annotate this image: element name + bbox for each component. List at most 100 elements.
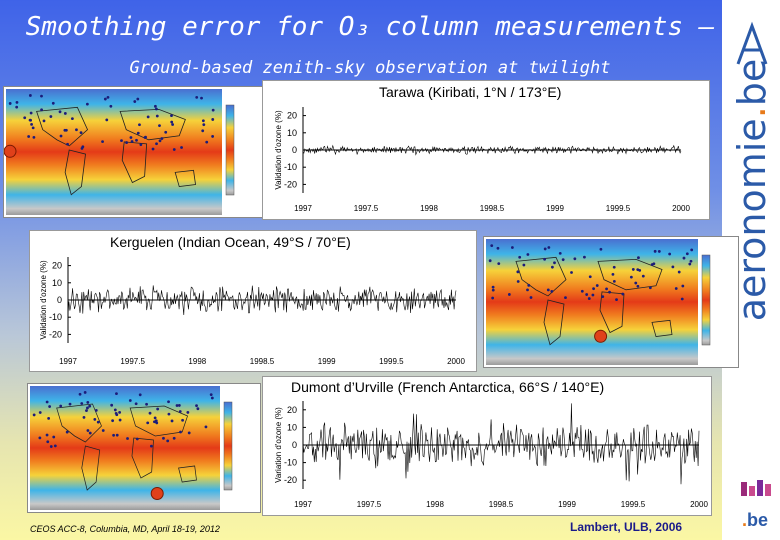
station-dot: [110, 403, 114, 407]
map-colorbar: [223, 401, 233, 491]
station-dot: [583, 255, 586, 259]
station-dot: [155, 107, 158, 111]
station-dot: [88, 431, 92, 435]
highlighted-station: [150, 486, 164, 500]
y-axis-label: Validation d'ozone (%): [39, 260, 48, 340]
x-tick-label: 1997: [59, 357, 77, 366]
station-dot: [93, 417, 97, 421]
continent-outline: [64, 149, 86, 196]
station-dot: [550, 265, 554, 269]
station-dot: [522, 263, 526, 267]
station-dot: [510, 246, 514, 249]
y-tick-label: 0: [292, 145, 297, 155]
continent-outline: [119, 108, 186, 141]
slide-subtitle: Ground-based zenith-sky observation at t…: [129, 58, 611, 78]
station-dot: [32, 413, 36, 417]
station-dot: [561, 258, 565, 262]
station-dot: [146, 421, 150, 425]
station-dot: [78, 392, 82, 396]
x-tick-label: 1999: [318, 357, 336, 366]
y-axis-label: Validation d'ozone (%): [274, 110, 283, 190]
station-dot: [526, 253, 530, 256]
ozone-field: [486, 239, 698, 365]
station-dot: [79, 131, 83, 135]
continent-outline: [651, 319, 673, 338]
station-dot: [146, 115, 150, 119]
station-dot: [85, 102, 89, 106]
station-dot: [558, 251, 562, 255]
station-dot: [496, 246, 500, 250]
station-dot: [38, 436, 42, 440]
station-dot: [204, 425, 208, 429]
station-dot: [80, 146, 84, 150]
station-dot: [186, 411, 190, 414]
station-dot: [148, 411, 152, 415]
station-dot: [164, 130, 168, 134]
station-dot: [106, 95, 110, 99]
station-dot: [129, 136, 133, 139]
station-dot: [611, 272, 615, 276]
station-dot: [592, 287, 595, 291]
station-dot: [70, 117, 74, 121]
station-dot: [167, 412, 171, 416]
station-dot: [211, 108, 215, 112]
highlighted-station: [594, 329, 608, 343]
station-dot: [585, 293, 589, 296]
station-dot: [178, 410, 182, 413]
station-dot: [82, 415, 86, 419]
station-dot: [158, 139, 162, 143]
station-dot: [527, 283, 531, 287]
station-dot: [135, 437, 139, 441]
station-dot: [156, 407, 160, 411]
station-dot: [109, 104, 113, 108]
ozone-field: [30, 386, 220, 510]
station-dot: [101, 429, 105, 432]
station-dot: [570, 271, 573, 274]
station-dot: [685, 252, 689, 256]
y-axis-label: Variation d'ozone (%): [274, 407, 283, 483]
be-logo-text: be: [747, 510, 769, 530]
x-tick-label: 2000: [690, 500, 708, 509]
station-dot: [637, 256, 640, 260]
station-dot: [154, 104, 157, 108]
station-dot: [612, 280, 616, 283]
be-logo-dot: .: [742, 510, 748, 530]
station-dot: [30, 122, 33, 126]
station-dot: [138, 393, 142, 397]
aeronomie-logo-icon: [736, 21, 768, 65]
station-dot: [158, 124, 161, 128]
station-dot: [155, 142, 158, 146]
plot-title-kerguelen: Kerguelen (Indian Ocean, 49°S / 70°E): [110, 234, 351, 250]
station-dot: [674, 287, 678, 290]
brand-dot: .: [730, 106, 774, 119]
station-dot: [172, 436, 176, 440]
station-dot: [690, 248, 694, 252]
continent-outline: [515, 256, 567, 297]
map-kerguelen: [483, 236, 739, 368]
station-dot: [546, 288, 550, 292]
station-dot: [605, 287, 608, 291]
station-dot: [138, 123, 141, 127]
station-dot: [45, 400, 49, 404]
station-dot: [634, 281, 638, 285]
plot-kerguelen: Kerguelen (Indian Ocean, 49°S / 70°E) -2…: [29, 230, 477, 372]
station-dot: [631, 268, 635, 271]
station-dot: [595, 284, 599, 287]
station-dot: [671, 265, 675, 269]
station-dot: [133, 100, 137, 103]
station-dot: [52, 435, 56, 439]
station-dot: [650, 263, 654, 266]
y-tick-label: 0: [57, 295, 62, 305]
y-tick-label: -20: [284, 475, 297, 485]
y-tick-label: -10: [284, 162, 297, 172]
station-dot: [135, 138, 138, 142]
station-dot: [201, 129, 205, 133]
station-dot: [29, 118, 32, 122]
station-dot: [59, 404, 63, 408]
station-dot: [149, 444, 153, 448]
station-dot: [657, 250, 661, 253]
station-dot: [601, 295, 605, 299]
station-dot: [612, 265, 616, 269]
station-dot: [40, 94, 43, 98]
station-dot: [51, 101, 55, 105]
